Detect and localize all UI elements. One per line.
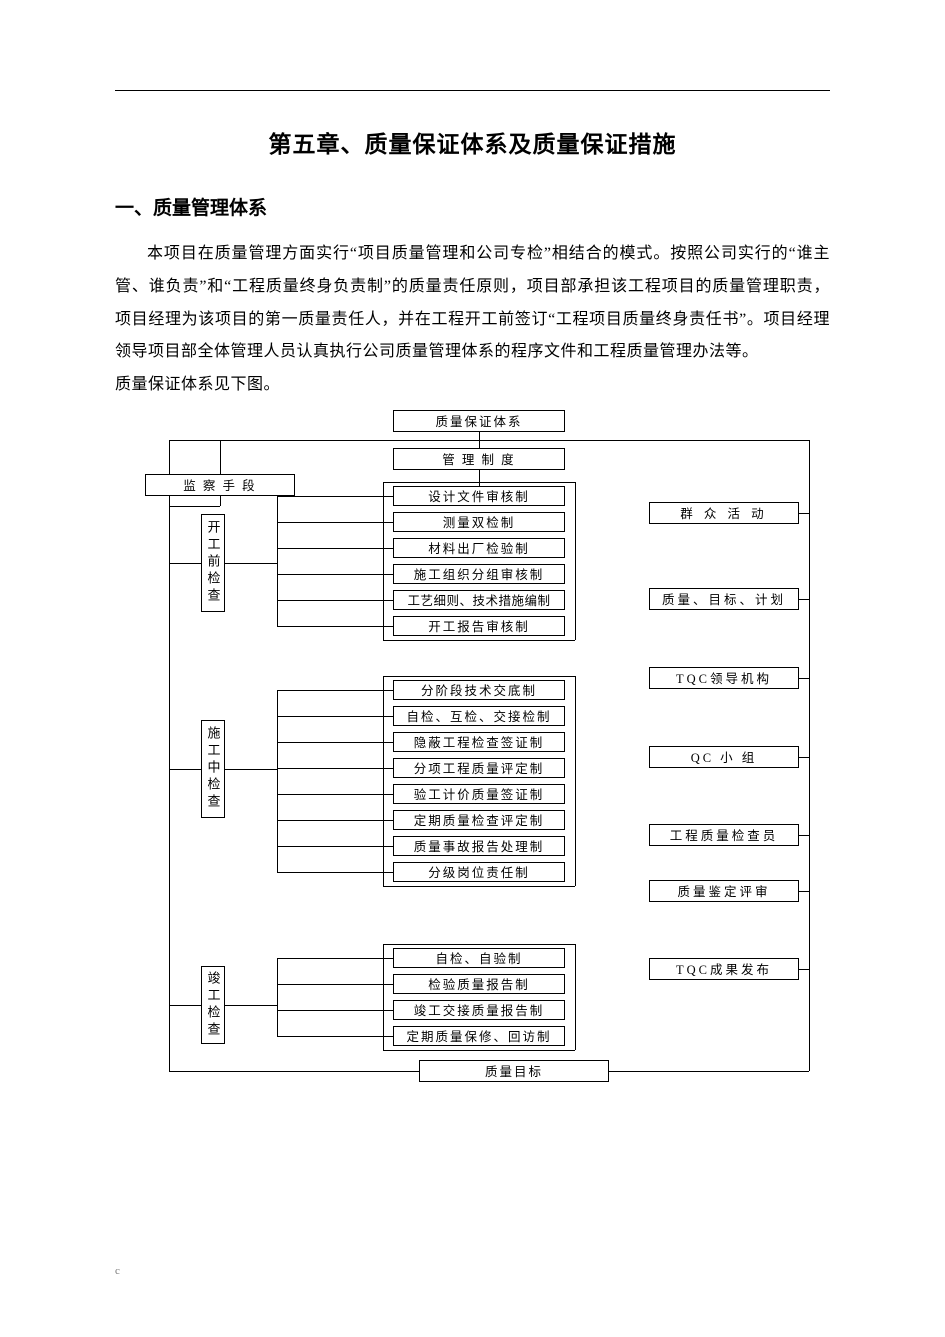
connector-v: [277, 496, 278, 626]
figure-caption: 质量保证体系见下图。: [115, 369, 830, 402]
connector-h: [225, 563, 277, 564]
flow-item-1-3: 分项工程质量评定制: [393, 758, 565, 778]
body-paragraph: 本项目在质量管理方面实行“项目质量管理和公司专检”相结合的模式。按照公司实行的“…: [115, 238, 830, 369]
connector-h: [383, 1050, 575, 1051]
flow-item-1-0: 分阶段技术交底制: [393, 680, 565, 700]
connector-v: [383, 482, 384, 640]
connector-h: [383, 944, 575, 945]
flow-right-4: 工程质量检查员: [649, 824, 799, 846]
connector-h: [277, 820, 393, 821]
connector-h: [799, 969, 809, 970]
connector-h: [277, 690, 393, 691]
connector-h: [799, 757, 809, 758]
flow-right-2: TQC领导机构: [649, 667, 799, 689]
connector-h: [169, 1071, 419, 1072]
connector-h: [169, 506, 220, 507]
connector-h: [799, 835, 809, 836]
connector-h: [277, 794, 393, 795]
connector-v: [383, 676, 384, 886]
flow-item-0-2: 材料出厂检验制: [393, 538, 565, 558]
connector-h: [277, 522, 393, 523]
connector-h: [225, 1005, 277, 1006]
flow-item-2-1: 检验质量报告制: [393, 974, 565, 994]
connector-h: [799, 513, 809, 514]
flow-item-1-6: 质量事故报告处理制: [393, 836, 565, 856]
stage-1: 施工中检查: [201, 720, 225, 818]
flow-item-1-4: 验工计价质量签证制: [393, 784, 565, 804]
connector-h: [799, 599, 809, 600]
flow-item-1-2: 隐蔽工程检查签证制: [393, 732, 565, 752]
flow-item-0-0: 设计文件审核制: [393, 486, 565, 506]
flow-right-0: 群 众 活 动: [649, 502, 799, 524]
connector-v: [169, 440, 170, 474]
flow-right-1: 质量、目标、计划: [649, 588, 799, 610]
flow-item-0-3: 施工组织分组审核制: [393, 564, 565, 584]
connector-v: [169, 1060, 170, 1071]
flow-item-1-1: 自检、互检、交接检制: [393, 706, 565, 726]
connector-h: [225, 769, 277, 770]
connector-v: [575, 482, 576, 640]
connector-v: [479, 470, 480, 486]
connector-h: [277, 1036, 393, 1037]
connector-v: [575, 944, 576, 1050]
flow-item-2-0: 自检、自验制: [393, 948, 565, 968]
section-title: 一、质量管理体系: [115, 193, 830, 220]
top-horizontal-rule: [115, 90, 830, 91]
connector-h: [609, 1071, 809, 1072]
connector-v: [277, 958, 278, 1036]
page-footer-mark: c: [115, 1265, 120, 1277]
connector-h: [169, 1005, 201, 1006]
connector-h: [383, 640, 575, 641]
connector-h: [169, 769, 201, 770]
connector-h: [277, 872, 393, 873]
flow-item-2-3: 定期质量保修、回访制: [393, 1026, 565, 1046]
flow-item-2-2: 竣工交接质量报告制: [393, 1000, 565, 1020]
connector-v: [383, 944, 384, 1050]
connector-v: [809, 440, 810, 1071]
quality-system-flowchart: 质量保证体系管 理 制 度监 察 手 段群 众 活 动质量、目标、计划 TQC领导…: [109, 410, 829, 1110]
stage-2: 竣工检查: [201, 966, 225, 1044]
connector-h: [277, 768, 393, 769]
connector-h: [383, 676, 575, 677]
flow-item-0-1: 测量双检制: [393, 512, 565, 532]
connector-h: [277, 626, 393, 627]
stage-0: 开工前检查: [201, 514, 225, 612]
connector-v: [220, 440, 221, 474]
flow-item-0-4: 工艺细则、技术措施编制: [393, 590, 565, 610]
connector-v: [220, 496, 221, 506]
flow-bottom: 质量目标: [419, 1060, 609, 1082]
connector-h: [799, 678, 809, 679]
flow-monitor: 监 察 手 段: [145, 474, 295, 496]
connector-h: [277, 548, 393, 549]
connector-h: [277, 742, 393, 743]
flow-mgmt: 管 理 制 度: [393, 448, 565, 470]
connector-h: [383, 886, 575, 887]
flow-item-1-7: 分级岗位责任制: [393, 862, 565, 882]
flow-right-5: 质量鉴定评审: [649, 880, 799, 902]
connector-h: [169, 563, 201, 564]
flow-right-3: QC 小 组: [649, 746, 799, 768]
connector-h: [277, 984, 393, 985]
flow-item-0-5: 开工报告审核制: [393, 616, 565, 636]
connector-h: [277, 716, 393, 717]
connector-h: [277, 846, 393, 847]
connector-h: [383, 482, 575, 483]
connector-h: [169, 440, 809, 441]
connector-v: [169, 496, 170, 1060]
connector-h: [277, 496, 393, 497]
flow-item-1-5: 定期质量检查评定制: [393, 810, 565, 830]
connector-h: [277, 958, 393, 959]
connector-v: [277, 690, 278, 872]
flow-top: 质量保证体系: [393, 410, 565, 432]
connector-h: [277, 1010, 393, 1011]
connector-h: [799, 891, 809, 892]
connector-v: [575, 676, 576, 886]
connector-h: [277, 574, 393, 575]
connector-h: [277, 600, 393, 601]
chapter-title: 第五章、质量保证体系及质量保证措施: [115, 125, 830, 159]
flow-right-6: TQC成果发布: [649, 958, 799, 980]
